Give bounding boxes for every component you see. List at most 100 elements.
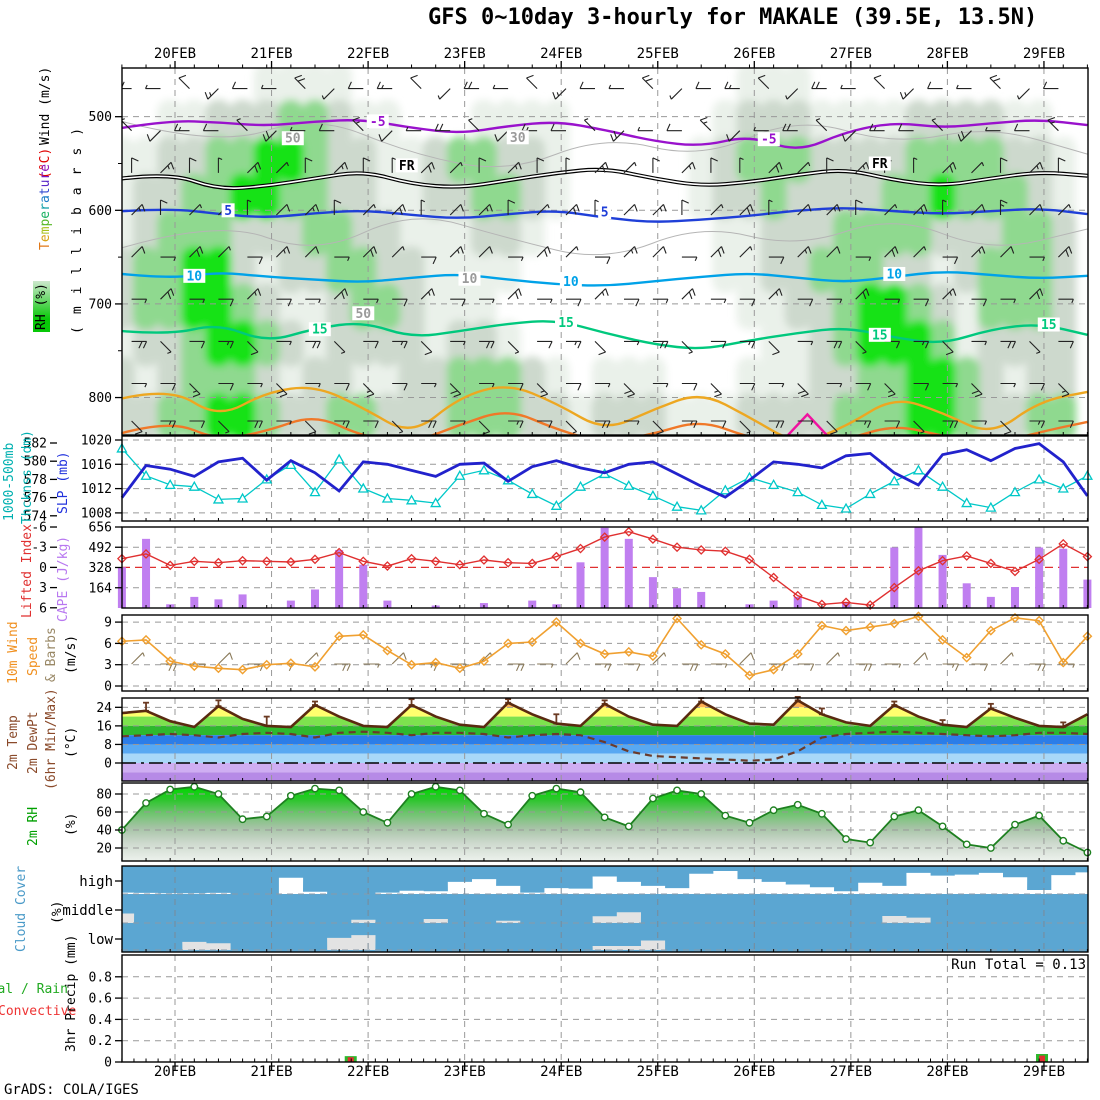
svg-text:0.6: 0.6 xyxy=(89,992,112,1007)
gridlines-slp xyxy=(122,436,1088,521)
x-axis-label: 22FEB xyxy=(347,1064,390,1080)
svg-text:0.4: 0.4 xyxy=(89,1013,113,1028)
svg-text:FR: FR xyxy=(872,157,888,172)
x-axis-label: 26FEB xyxy=(733,46,776,62)
svg-text:700: 700 xyxy=(89,297,112,312)
x-axis-label: 27FEB xyxy=(829,46,872,62)
contour-labels: -5 -5 FR FR 5 5 10 10 10 15 15 15 15 50 30 10 50 xyxy=(183,114,1060,343)
svg-text:40: 40 xyxy=(96,824,112,839)
svg-text:16: 16 xyxy=(96,719,112,734)
svg-text:328: 328 xyxy=(89,561,112,576)
svg-text:80: 80 xyxy=(96,788,112,803)
svg-text:0: 0 xyxy=(104,680,112,695)
x-axis-label: 25FEB xyxy=(636,1064,679,1080)
svg-text:1020: 1020 xyxy=(81,434,112,449)
x-axis-label: 20FEB xyxy=(153,46,197,62)
svg-text:60: 60 xyxy=(96,806,112,821)
x-axis-label: 21FEB xyxy=(250,1064,293,1080)
svg-text:580: 580 xyxy=(24,455,47,470)
cloud-cover-unit-label: (%) xyxy=(50,900,65,924)
svg-text:FR: FR xyxy=(399,159,415,174)
svg-text:0.2: 0.2 xyxy=(89,1034,112,1049)
svg-text:574: 574 xyxy=(24,509,48,524)
cape-bars xyxy=(117,526,1092,608)
cloud-low xyxy=(122,935,1088,950)
panel-upper-air: -5 -5 FR FR 5 5 10 10 10 15 15 15 15 50 30 10 50 500 600 70… xyxy=(89,61,1089,436)
svg-text:6: 6 xyxy=(104,637,112,652)
svg-text:-3: -3 xyxy=(31,541,47,556)
precip-convective-label: Convective xyxy=(0,1004,77,1019)
svg-text:1008: 1008 xyxy=(81,506,112,521)
svg-text:600: 600 xyxy=(89,204,112,219)
svg-text:-6: -6 xyxy=(31,521,47,536)
svg-text:1012: 1012 xyxy=(81,482,112,497)
svg-text:5: 5 xyxy=(601,206,609,221)
wind-barbs-upper-air xyxy=(122,74,1074,435)
panel-cloud-cover: high middle low xyxy=(62,865,1089,953)
svg-text:8: 8 xyxy=(104,738,112,753)
cloud-middle xyxy=(122,912,1088,923)
svg-text:15: 15 xyxy=(872,328,888,343)
svg-text:6: 6 xyxy=(39,601,47,616)
wind10m-unit-label: (m/s) xyxy=(64,634,79,674)
slp-axis-label: SLP (mb) xyxy=(56,451,71,514)
svg-text:15: 15 xyxy=(558,316,574,331)
panel-rh2m: 80 60 40 20 xyxy=(96,782,1092,862)
svg-text:50: 50 xyxy=(355,307,371,322)
svg-text:0.8: 0.8 xyxy=(89,970,112,985)
svg-text:-5: -5 xyxy=(761,133,777,148)
x-axis-label: 26FEB xyxy=(733,1064,776,1080)
svg-text:0: 0 xyxy=(104,757,112,772)
gridlines-precip xyxy=(122,955,1088,1062)
x-axis-label: 29FEB xyxy=(1022,1064,1066,1080)
cloud-high xyxy=(122,871,1088,894)
svg-text:578: 578 xyxy=(24,473,47,488)
lifted-index-axis-label: Lifted Index xyxy=(20,524,35,618)
gridlines-temp2m xyxy=(122,698,1088,781)
gridlines-wind10m xyxy=(122,615,1088,691)
svg-text:10: 10 xyxy=(886,267,902,282)
x-axis-label: 24FEB xyxy=(540,46,583,62)
panel-cape-li: 656 492 328 164 -6 -3 0 3 6 xyxy=(31,521,1093,616)
rh-legend-label: RH (%) xyxy=(33,281,50,332)
temp2m-label-1: 2m Temp xyxy=(6,715,21,770)
rh2m-label: 2m RH xyxy=(26,806,41,846)
gridlines-cape xyxy=(122,527,1088,608)
temp2m-label-2: 2m DewPt xyxy=(26,711,41,774)
svg-text:15: 15 xyxy=(312,323,328,338)
temp-bands xyxy=(122,700,1088,781)
wind10m-label-1: 10m Wind xyxy=(6,621,21,684)
svg-text:800: 800 xyxy=(89,391,112,406)
svg-text:15: 15 xyxy=(1041,318,1057,333)
svg-text:0: 0 xyxy=(39,561,47,576)
cape-axis-label: CAPE (J/kg) xyxy=(56,535,71,622)
x-axis-label: 21FEB xyxy=(250,46,293,62)
precip-axis-label: 3hr Precip (mm) xyxy=(64,934,79,1052)
panel-temp2m: 24 16 8 0 xyxy=(96,695,1089,782)
svg-text:high: high xyxy=(79,874,113,890)
svg-text:low: low xyxy=(88,932,114,948)
wind10m-label-2: Speed xyxy=(26,636,41,676)
x-axis-label: 28FEB xyxy=(926,46,969,62)
panel-slp-thickness: 1020 1016 1012 1008 582 580 578 576 574 xyxy=(24,434,1094,524)
wind10m-label-3: & Barbs xyxy=(44,627,59,682)
page-title: GFS 0~10day 3-hourly for MAKALE (39.5E, … xyxy=(428,5,1038,30)
temperature-label: Temperature xyxy=(38,163,53,250)
svg-text:9: 9 xyxy=(104,616,112,631)
svg-text:-5: -5 xyxy=(370,115,386,130)
svg-text:656: 656 xyxy=(89,521,112,536)
svg-text:492: 492 xyxy=(89,541,112,556)
precip-bar-convective xyxy=(1039,1055,1046,1062)
precip-total-rain-label: Total / Rain xyxy=(0,982,68,997)
millibars-axis-label: (millibars) xyxy=(70,115,85,334)
x-axis-label: 23FEB xyxy=(443,1064,486,1080)
svg-text:5: 5 xyxy=(224,204,232,219)
svg-text:164: 164 xyxy=(89,581,113,596)
svg-text:20: 20 xyxy=(96,842,112,857)
svg-text:50: 50 xyxy=(285,132,301,147)
svg-text:582: 582 xyxy=(24,437,47,452)
svg-text:500: 500 xyxy=(89,110,112,125)
x-axis-label: 22FEB xyxy=(347,46,390,62)
